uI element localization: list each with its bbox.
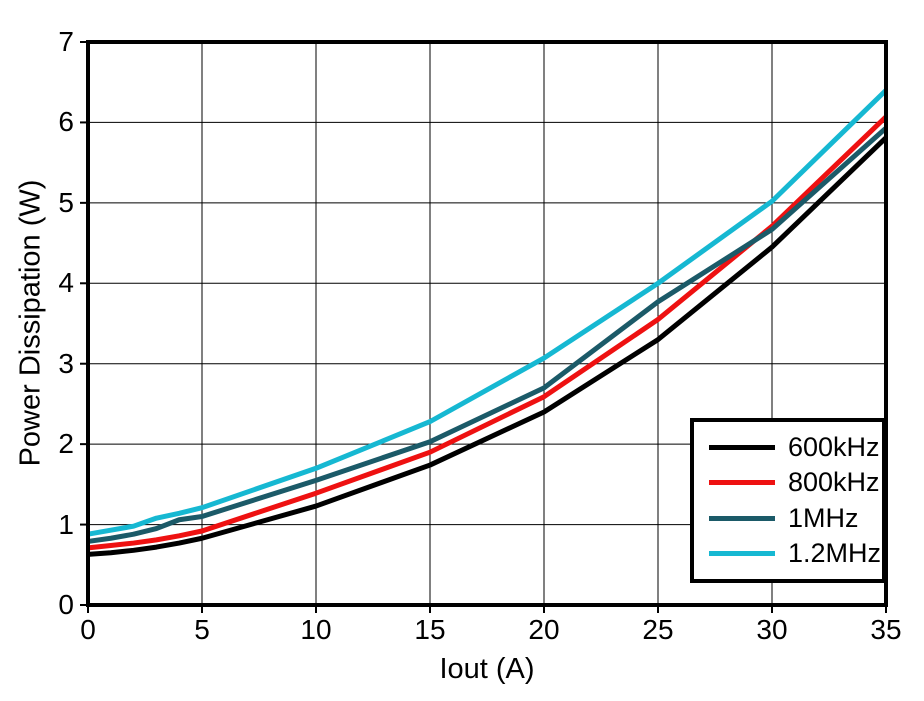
y-tick-label: 3 [58,347,74,379]
x-tick-label: 0 [80,614,96,645]
y-tick-label: 5 [58,186,74,218]
legend-label: 600kHz [788,432,880,463]
legend-box: 600kHz 800kHz 1MHz 1.2MHz [690,418,886,583]
x-tick-label: 20 [528,614,560,645]
legend-line-swatch [709,445,775,451]
legend-label: 800kHz [788,467,880,498]
legend-line-swatch [709,480,775,486]
y-tick-label: 1 [58,508,74,540]
legend-item-1MHz: 1MHz [694,502,882,533]
y-tick-label: 0 [58,589,74,620]
series-line-600kHz [87,135,888,557]
y-axis-title: Power Dissipation (W) [14,179,47,467]
legend-line-swatch [709,550,775,556]
legend-label: 1.2MHz [788,537,882,568]
y-tick-label: 6 [58,106,74,138]
x-tick-label: 25 [642,614,674,645]
x-tick-label: 10 [300,614,332,645]
x-tick-label: 35 [870,614,902,645]
y-tick-label: 2 [58,428,74,460]
series-line-800kHz [87,114,888,551]
y-tick-label: 4 [58,267,74,299]
legend-label: 1MHz [788,502,859,533]
legend-line-swatch [709,515,775,521]
x-axis-title: Iout (A) [439,653,535,685]
x-tick-label: 15 [414,614,446,645]
plot-frame [86,40,888,607]
legend-item-800kHz: 800kHz [694,469,882,496]
legend-item-1.2MHz: 1.2MHz [694,537,882,568]
series-line-1MHz [87,126,888,544]
legend-item-600kHz: 600kHz [694,434,882,461]
x-tick-label: 30 [756,614,788,645]
series-line-1.2MHz [87,88,888,537]
x-tick-label: 5 [194,614,210,645]
y-tick-label: 7 [58,26,74,57]
